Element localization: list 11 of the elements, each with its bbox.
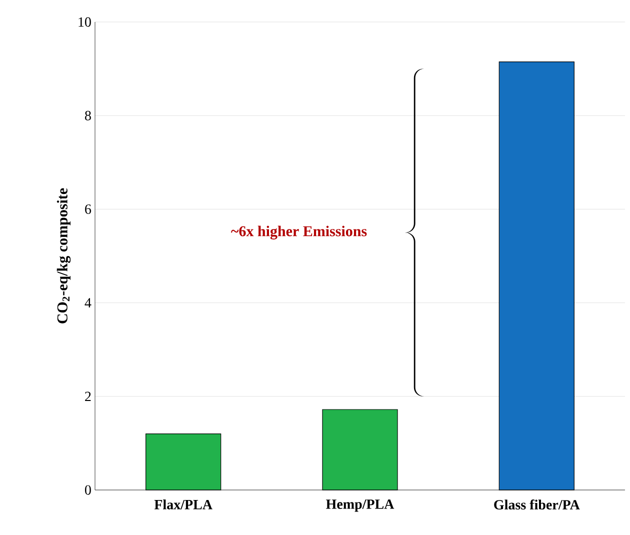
x-tick-label: Hemp/PLA [326, 500, 394, 512]
y-tick-label: 8 [85, 110, 91, 120]
y-axis-title: CO$_{2}$-eq/kg composite [56, 188, 71, 324]
y-tick-label: 6 [85, 204, 92, 214]
y-tick-label: 0 [85, 485, 91, 495]
y-tick-label: 4 [84, 298, 92, 308]
y-tick-label: 2 [85, 392, 91, 402]
y-tick-label: 10 [78, 17, 91, 27]
annotation: ~6x higher Emissions [231, 226, 367, 240]
x-tick-label: Flax/PLA [154, 500, 212, 510]
x-tick-label: Glass fiber/PA [494, 500, 580, 510]
